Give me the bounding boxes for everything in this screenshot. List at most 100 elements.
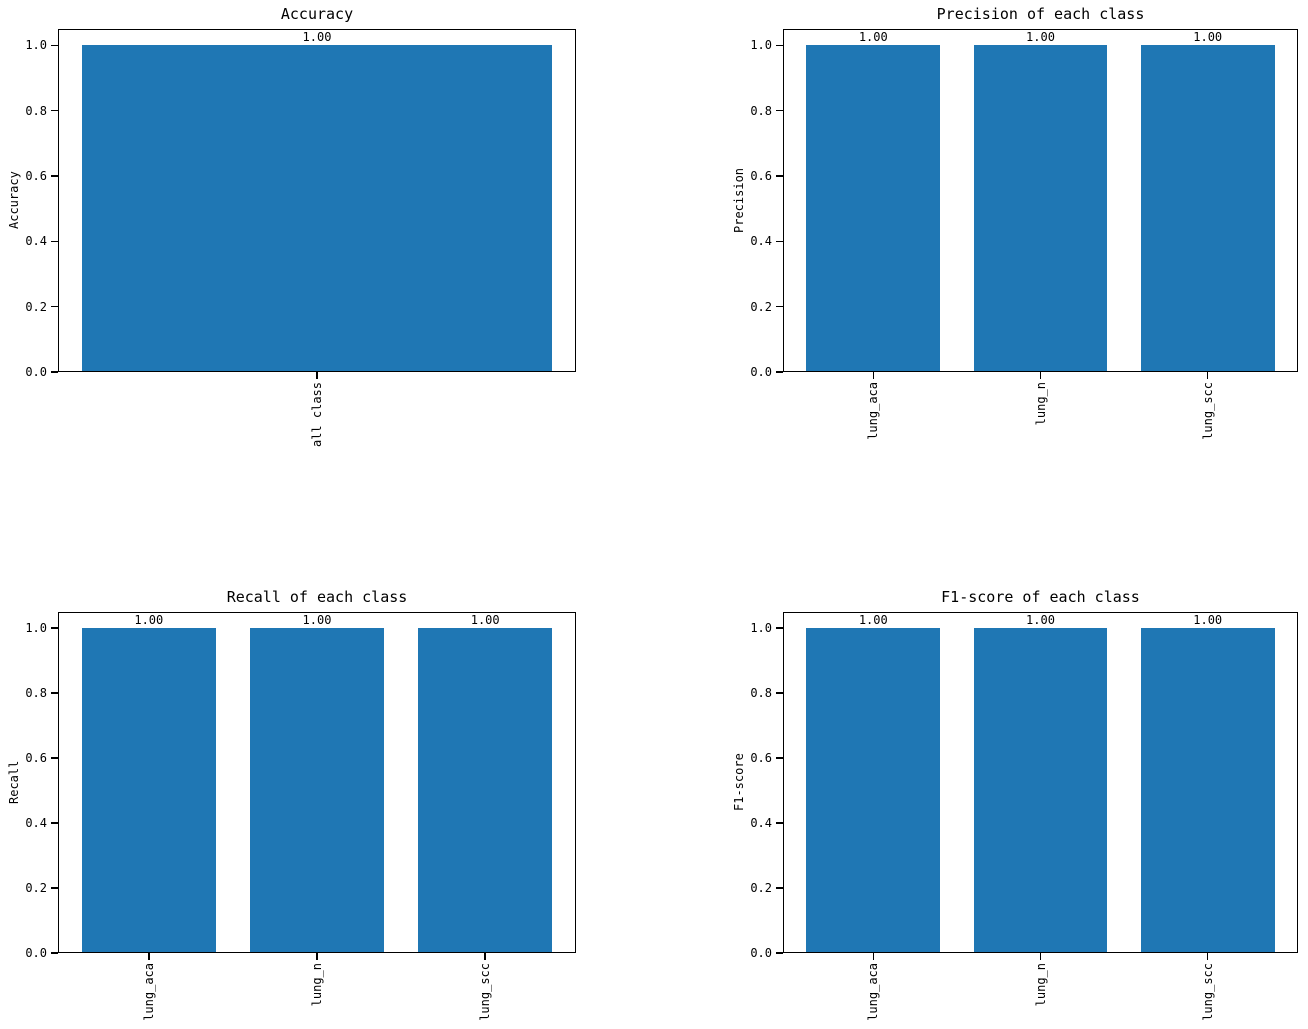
y-axis-label: Recall xyxy=(7,760,21,805)
bar-value-label: 1.00 xyxy=(134,613,164,628)
y-tick-label: 0.4 xyxy=(25,234,47,249)
y-axis-label: Precision xyxy=(732,167,746,234)
bar xyxy=(806,628,941,953)
x-tick-label: lung_n xyxy=(310,963,324,1007)
x-tick xyxy=(316,953,318,960)
y-tick-label: 0.2 xyxy=(750,299,772,314)
x-tick xyxy=(872,372,875,379)
x-tick-label: lung_n xyxy=(1033,382,1048,426)
y-tick xyxy=(776,371,783,373)
y-tick-label: 0.6 xyxy=(750,751,772,766)
y-tick-label: 0.8 xyxy=(25,103,47,118)
y-tick xyxy=(776,952,783,954)
y-tick xyxy=(776,692,783,694)
y-tick-label: 0.8 xyxy=(750,686,772,701)
x-tick xyxy=(1039,953,1042,960)
y-tick-label: 0.2 xyxy=(25,881,47,896)
plot-title: F1-score of each class xyxy=(941,588,1140,606)
y-tick xyxy=(776,305,783,308)
y-tick-label: 0.0 xyxy=(750,946,772,960)
y-tick xyxy=(51,175,58,177)
y-tick-label: 0.4 xyxy=(750,816,772,831)
y-tick-label: 0.8 xyxy=(750,103,772,118)
y-tick xyxy=(776,175,783,177)
x-tick-label: lung_aca xyxy=(866,963,881,1021)
y-tick xyxy=(51,240,58,243)
x-tick xyxy=(1206,372,1209,379)
x-tick-label: all class xyxy=(310,382,324,448)
x-tick xyxy=(872,953,875,960)
plot-title: Precision of each class xyxy=(936,5,1145,23)
bar xyxy=(973,45,1108,372)
y-tick-label: 0.4 xyxy=(750,234,772,249)
plot-area xyxy=(783,29,1298,372)
bar xyxy=(1140,45,1275,372)
y-tick xyxy=(51,371,58,373)
y-tick xyxy=(51,109,58,112)
y-tick xyxy=(51,952,58,954)
y-axis-label: F1-score xyxy=(732,753,746,812)
y-tick xyxy=(776,757,783,759)
x-tick-label: lung_n xyxy=(1033,963,1048,1007)
y-tick xyxy=(776,627,783,629)
x-tick-label: lung_scc xyxy=(478,963,493,1021)
y-tick xyxy=(776,240,783,243)
bar-value-label: 1.00 xyxy=(302,613,332,628)
bar-value-label: 1.00 xyxy=(1026,30,1055,45)
x-tick xyxy=(316,372,318,379)
bar-value-label: 1.00 xyxy=(858,30,888,45)
plot-area xyxy=(58,29,576,372)
y-tick-label: 0.0 xyxy=(25,365,47,379)
y-tick xyxy=(776,887,783,889)
x-tick xyxy=(1039,372,1042,379)
y-tick xyxy=(51,757,58,759)
y-tick xyxy=(776,109,783,112)
plot-area xyxy=(783,612,1298,953)
bar-value-label: 1.00 xyxy=(1193,30,1223,45)
x-tick-label: lung_scc xyxy=(1200,963,1215,1021)
y-tick-label: 0.8 xyxy=(25,686,47,701)
x-tick xyxy=(484,953,486,960)
bar xyxy=(417,628,553,953)
bar xyxy=(1140,628,1275,953)
y-tick-label: 0.2 xyxy=(25,299,47,314)
y-tick-label: 0.6 xyxy=(25,751,47,766)
bar xyxy=(81,45,553,372)
bar-value-label: 1.00 xyxy=(302,30,332,45)
y-tick xyxy=(51,692,58,694)
y-tick xyxy=(51,305,58,308)
plot-title: Accuracy xyxy=(280,5,354,23)
y-tick-label: 0.0 xyxy=(750,365,772,379)
y-tick-label: 1.0 xyxy=(25,621,47,636)
y-tick xyxy=(776,822,783,824)
y-tick xyxy=(51,627,58,629)
y-tick-label: 0.6 xyxy=(750,169,772,183)
x-tick xyxy=(1206,953,1209,960)
bar xyxy=(81,628,217,953)
bar xyxy=(806,45,941,372)
x-tick-label: lung_scc xyxy=(1200,382,1215,440)
bar xyxy=(249,628,385,953)
plot-area xyxy=(58,612,576,953)
bar-value-label: 1.00 xyxy=(1193,613,1223,628)
x-tick-label: lung_aca xyxy=(141,963,156,1021)
bar-value-label: 1.00 xyxy=(858,613,888,628)
bar xyxy=(973,628,1108,953)
y-tick-label: 0.2 xyxy=(750,881,772,896)
bar-value-label: 1.00 xyxy=(1026,613,1055,628)
y-tick-label: 1.0 xyxy=(750,621,772,636)
y-tick xyxy=(51,887,58,889)
y-tick-label: 1.0 xyxy=(750,38,772,53)
y-tick-label: 0.4 xyxy=(25,816,47,831)
y-tick-label: 1.0 xyxy=(25,38,47,53)
y-tick xyxy=(776,44,783,47)
bar-value-label: 1.00 xyxy=(470,613,500,628)
y-tick-label: 0.6 xyxy=(25,169,47,183)
y-axis-label: Accuracy xyxy=(7,171,21,230)
y-tick xyxy=(51,44,58,47)
x-tick xyxy=(148,953,150,960)
y-tick-label: 0.0 xyxy=(25,946,47,960)
